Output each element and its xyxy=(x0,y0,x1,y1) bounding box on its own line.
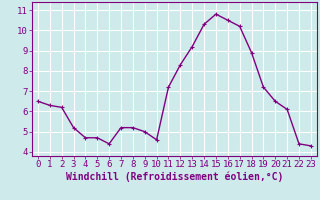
X-axis label: Windchill (Refroidissement éolien,°C): Windchill (Refroidissement éolien,°C) xyxy=(66,172,283,182)
